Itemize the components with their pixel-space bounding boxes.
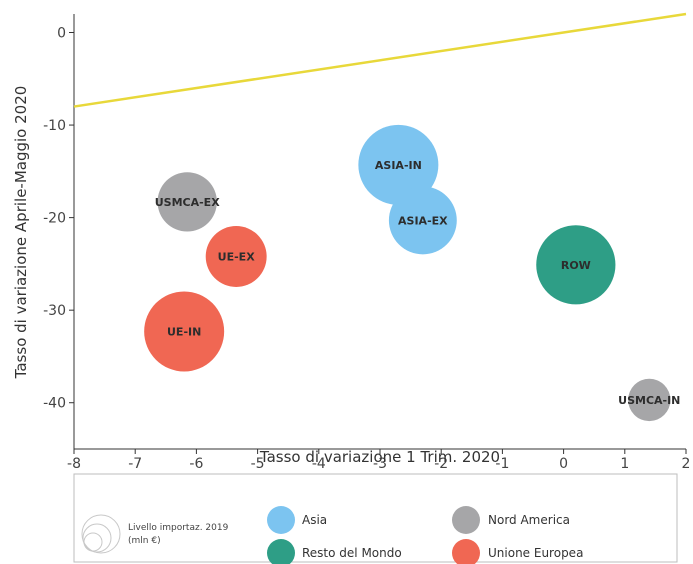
legend: Livello importaz. 2019 (mln €) Asia Nord… (73, 473, 678, 564)
y-tick-label: -30 (43, 303, 66, 319)
y-tick-label: -20 (43, 211, 66, 227)
legend-label-nord-america: Nord America (488, 513, 570, 527)
x-tick-label: -2 (434, 456, 448, 472)
x-tick-label: 2 (682, 456, 691, 472)
bubble-label-usmca-ex: USMCA-EX (155, 196, 220, 209)
bubble-label-asia-in: ASIA-IN (375, 159, 422, 172)
x-tick-label: 0 (559, 456, 568, 472)
bubble-usmca-in (628, 378, 671, 422)
x-tick-label: 1 (620, 456, 629, 472)
bubble-row (536, 225, 616, 305)
legend-size-unit: (mln €) (128, 536, 161, 546)
bubble-label-ue-in: UE-IN (167, 325, 201, 338)
x-tick-label: -4 (312, 456, 326, 472)
bubble-asia-ex (388, 186, 457, 255)
bubble-label-asia-ex: ASIA-EX (398, 214, 448, 227)
legend-label-unione-europea: Unione Europea (488, 546, 583, 560)
y-axis-title: Tasso di variazione Aprile-Maggio 2020 (12, 86, 30, 380)
bubble-ue-in (144, 291, 225, 372)
plot-area: ASIA-IN ASIA-EX USMCA-EX UE-EX UE-IN ROW USMCA… (73, 12, 687, 422)
reference-line (73, 12, 687, 108)
x-tick-label: -3 (373, 456, 387, 472)
y-tick-label: 0 (57, 26, 66, 42)
legend-size-icon (81, 514, 121, 554)
y-ticks: 0 -10 -20 -30 -40 (43, 26, 74, 412)
legend-swatch-resto-del-mondo (267, 539, 295, 564)
legend-swatch-asia (267, 506, 295, 534)
legend-label-resto-del-mondo: Resto del Mondo (302, 546, 402, 560)
bubble-usmca-ex (157, 172, 217, 232)
legend-label-asia: Asia (302, 513, 327, 527)
x-ticks: -8 -7 -6 -5 -4 -3 -2 -1 0 1 2 (67, 449, 690, 472)
legend-swatch-nord-america (452, 506, 480, 534)
y-tick-label: -40 (43, 396, 66, 412)
bubble-label-usmca-in: USMCA-IN (618, 394, 680, 407)
legend-frame (73, 473, 678, 563)
bubble-label-ue-ex: UE-EX (218, 250, 256, 263)
x-tick-label: -7 (128, 456, 142, 472)
legend-size-title: Livello importaz. 2019 (128, 523, 229, 533)
x-axis-title: Tasso di variazione 1 Trim. 2020 (259, 448, 500, 466)
x-tick-label: -5 (251, 456, 265, 472)
bubble-asia-in (358, 124, 439, 205)
y-tick-label: -10 (43, 118, 66, 134)
bubble-label-row: ROW (561, 259, 591, 272)
legend-swatch-unione-europea (452, 539, 480, 564)
x-tick-label: -8 (67, 456, 81, 472)
x-tick-label: -1 (495, 456, 509, 472)
bubble-ue-ex (205, 226, 267, 287)
x-tick-label: -6 (189, 456, 203, 472)
